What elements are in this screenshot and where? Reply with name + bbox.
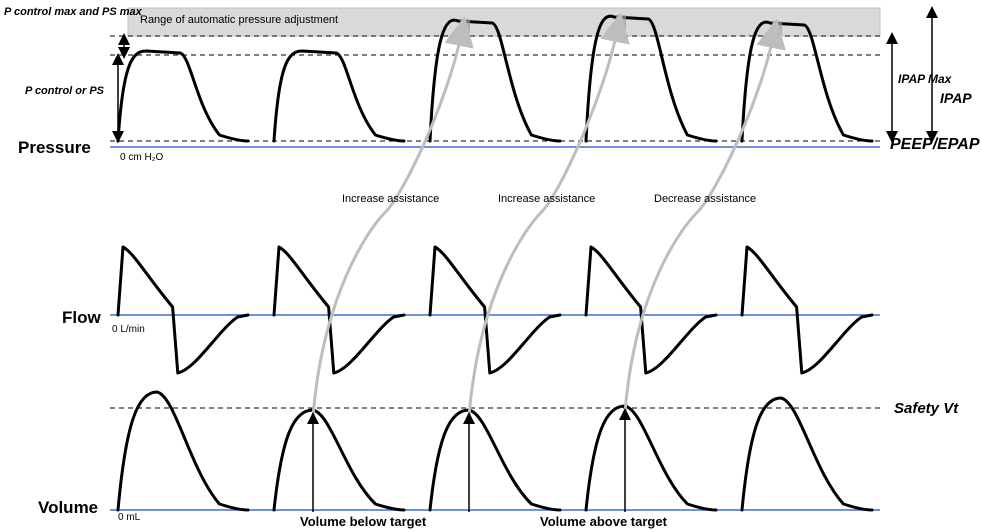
label-range-band: Range of automatic pressure adjustment <box>140 14 338 26</box>
label-p-control-ps: P control or PS <box>6 85 104 97</box>
label-volume-above: Volume above target <box>540 514 667 529</box>
label-ipap: IPAP <box>940 90 972 106</box>
label-decrease-assist: Decrease assistance <box>654 193 756 205</box>
label-increase-assist-2: Increase assistance <box>498 193 595 205</box>
ventilator-waveform-diagram: P control max and PS max Range of automa… <box>0 0 982 532</box>
label-safety-vt: Safety Vt <box>894 400 958 417</box>
label-peep-epap: PEEP/EPAP <box>890 136 980 154</box>
label-zero-pressure: 0 cm H₂O <box>120 152 163 163</box>
label-volume-below: Volume below target <box>300 514 426 529</box>
axis-label-flow: Flow <box>62 308 101 328</box>
label-ipap-max: IPAP Max <box>898 72 951 86</box>
label-zero-volume: 0 mL <box>118 512 140 523</box>
axis-label-volume: Volume <box>38 498 98 518</box>
axis-label-pressure: Pressure <box>18 138 91 158</box>
label-zero-flow: 0 L/min <box>112 324 145 335</box>
waveform-svg <box>0 0 982 532</box>
label-increase-assist-1: Increase assistance <box>342 193 439 205</box>
label-p-control-max: P control max and PS max <box>4 6 104 19</box>
